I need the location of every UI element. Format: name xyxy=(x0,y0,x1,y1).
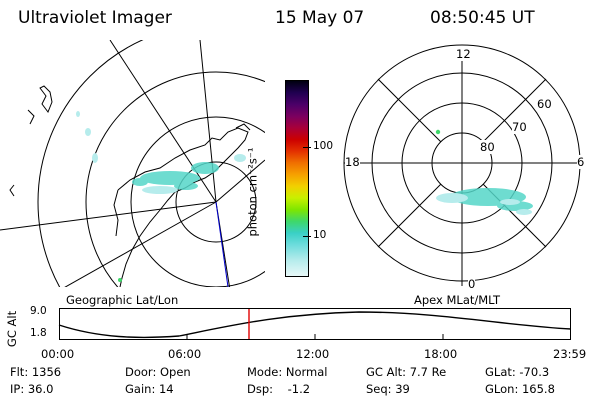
instrument-title: Ultraviolet Imager xyxy=(18,8,172,28)
mlt-label-12: 12 xyxy=(456,47,471,61)
mlt-label-6: 6 xyxy=(577,155,585,169)
status-door: Door: Open xyxy=(125,365,191,379)
alt-xtick-2359: 23:59 xyxy=(553,347,587,361)
colorbar-tickmark xyxy=(303,236,311,237)
alt-xtick-1800: 18:00 xyxy=(424,347,458,361)
geographic-label: Geographic Lat/Lon xyxy=(66,293,179,307)
status-mode: Mode: Normal xyxy=(247,365,328,379)
status-gain: Gain: 14 xyxy=(125,382,174,396)
status-glon: GLon: 165.8 xyxy=(485,382,555,396)
mlat-label-60: 60 xyxy=(537,97,552,111)
geographic-map xyxy=(0,40,265,287)
status-glat: GLat: -70.3 xyxy=(485,365,550,379)
status-gc-alt: GC Alt: 7.7 Re xyxy=(366,365,447,379)
alt-xtick-0600: 06:00 xyxy=(168,347,202,361)
time-label: 08:50:45 UT xyxy=(430,8,535,28)
apex-label: Apex MLat/MLT xyxy=(414,293,501,307)
status-dsp: Dsp: -1.2 xyxy=(247,382,311,396)
colorbar-tick-10: 10 xyxy=(313,229,327,241)
gc-alt-ylabel: GC Alt xyxy=(5,310,20,348)
status-ip: IP: 36.0 xyxy=(10,382,54,396)
colorbar-tickmark xyxy=(303,147,311,148)
mlt-label-18: 18 xyxy=(345,155,360,169)
alt-xtick-1200: 12:00 xyxy=(296,347,330,361)
colorbar-tick-100: 100 xyxy=(313,140,334,152)
date-label: 15 May 07 xyxy=(275,8,365,28)
colorbar-unit-label: photon cm⁻²s⁻¹ xyxy=(245,147,260,237)
altitude-plot xyxy=(58,308,572,340)
status-flt: Flt: 1356 xyxy=(10,365,62,379)
alt-ytick-bottom: 1.8 xyxy=(30,327,47,339)
status-seq: Seq: 39 xyxy=(366,382,410,396)
colorbar xyxy=(285,80,309,277)
mlt-label-0: 0 xyxy=(468,277,476,291)
alt-xtick-0000: 00:00 xyxy=(41,347,75,361)
mlat-label-70: 70 xyxy=(512,120,527,134)
polar-mlt-plot xyxy=(343,44,581,286)
mlat-label-80: 80 xyxy=(480,140,495,154)
alt-ytick-top: 9.0 xyxy=(30,305,47,317)
